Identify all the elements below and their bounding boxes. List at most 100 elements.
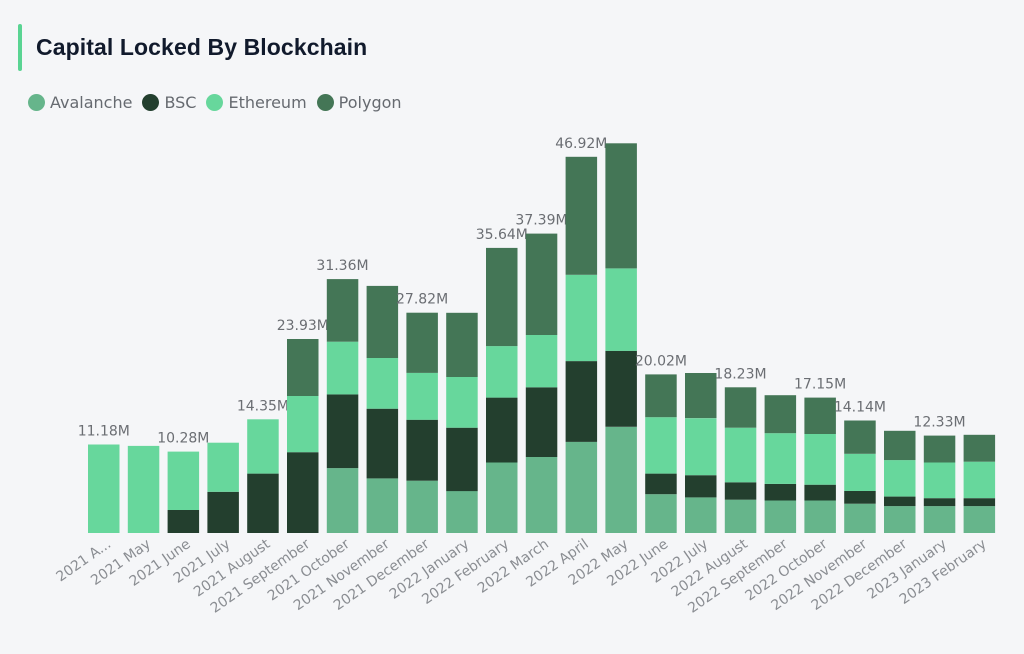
- bar-segment-ethereum[interactable]: [884, 460, 916, 497]
- bar-segment-bsc[interactable]: [844, 491, 876, 504]
- bar-segment-avalanche[interactable]: [366, 478, 399, 533]
- bar-segment-bsc[interactable]: [645, 473, 677, 495]
- legend-swatch-icon: [142, 94, 160, 111]
- bar-segment-polygon[interactable]: [923, 435, 956, 463]
- bar-segment-ethereum[interactable]: [844, 453, 876, 491]
- bar-segment-avalanche[interactable]: [645, 494, 677, 533]
- bar-segment-bsc[interactable]: [486, 397, 518, 463]
- bar-total-label: 12.33M: [913, 415, 965, 431]
- bar-segment-polygon[interactable]: [963, 434, 996, 462]
- legend-label: Polygon: [338, 93, 402, 112]
- bar-segment-bsc[interactable]: [207, 491, 239, 533]
- bar-segment-bsc[interactable]: [525, 387, 558, 457]
- bar-segment-bsc[interactable]: [804, 484, 836, 501]
- bar-total-label: 14.35M: [237, 398, 289, 414]
- bar-segment-avalanche[interactable]: [724, 499, 757, 533]
- bar-total-label: 14.14M: [834, 400, 886, 416]
- bar-segment-ethereum[interactable]: [88, 444, 120, 534]
- bar-segment-ethereum[interactable]: [605, 268, 637, 351]
- bar-total-label: 11.18M: [78, 424, 130, 440]
- bar-segment-avalanche[interactable]: [486, 462, 518, 534]
- bar-segment-avalanche[interactable]: [565, 441, 598, 533]
- bar-segment-bsc[interactable]: [287, 452, 319, 533]
- bar-segment-polygon[interactable]: [326, 279, 359, 342]
- bar-segment-ethereum[interactable]: [525, 335, 558, 388]
- legend-item-ethereum[interactable]: Ethereum: [206, 93, 307, 112]
- bar-segment-ethereum[interactable]: [167, 451, 200, 510]
- legend-label: Avalanche: [50, 93, 133, 112]
- bar-segment-bsc[interactable]: [247, 473, 279, 533]
- bar-segment-bsc[interactable]: [446, 427, 478, 492]
- bar-segment-polygon[interactable]: [605, 143, 637, 269]
- bar-segment-bsc[interactable]: [963, 498, 996, 507]
- bar-segment-polygon[interactable]: [645, 374, 677, 418]
- bar-segment-bsc[interactable]: [167, 510, 200, 533]
- bar-segment-ethereum[interactable]: [565, 274, 598, 362]
- bar-segment-ethereum[interactable]: [804, 434, 836, 485]
- bar-segment-ethereum[interactable]: [486, 346, 518, 398]
- bar-segment-bsc[interactable]: [406, 419, 438, 481]
- bar-segment-ethereum[interactable]: [247, 419, 279, 474]
- legend-label: Ethereum: [228, 93, 307, 112]
- bar-segment-polygon[interactable]: [486, 247, 518, 347]
- legend-label: BSC: [164, 93, 197, 112]
- bar-segment-bsc[interactable]: [724, 482, 757, 500]
- bar-segment-bsc[interactable]: [326, 394, 359, 469]
- bar-segment-polygon[interactable]: [406, 312, 438, 373]
- bar-segment-polygon[interactable]: [446, 312, 478, 377]
- bar-segment-bsc[interactable]: [884, 496, 916, 507]
- bar-segment-avalanche[interactable]: [685, 497, 717, 533]
- bar-segment-avalanche[interactable]: [923, 506, 956, 533]
- bar-segment-bsc[interactable]: [565, 361, 598, 442]
- bar-segment-ethereum[interactable]: [366, 358, 399, 409]
- bar-segment-polygon[interactable]: [804, 397, 836, 434]
- bar-segment-ethereum[interactable]: [127, 445, 160, 533]
- bar-segment-avalanche[interactable]: [804, 500, 836, 534]
- bar-segment-ethereum[interactable]: [724, 427, 757, 483]
- legend-item-avalanche[interactable]: Avalanche: [28, 93, 132, 112]
- bar-segment-avalanche[interactable]: [764, 500, 797, 534]
- bar-segment-polygon[interactable]: [764, 395, 797, 434]
- bar-segment-ethereum[interactable]: [685, 418, 717, 476]
- legend-swatch-icon: [206, 94, 224, 111]
- bar-segment-polygon[interactable]: [884, 430, 916, 461]
- bar-segment-ethereum[interactable]: [645, 417, 677, 474]
- bar-segment-bsc[interactable]: [366, 408, 399, 479]
- bar-segment-avalanche[interactable]: [844, 503, 876, 533]
- bar-segment-ethereum[interactable]: [207, 442, 239, 492]
- bar-segment-polygon[interactable]: [685, 373, 717, 419]
- bar-segment-polygon[interactable]: [844, 420, 876, 454]
- bar-total-label: 35.64M: [476, 227, 528, 243]
- bar-segment-polygon[interactable]: [525, 233, 558, 335]
- bar-segment-avalanche[interactable]: [326, 468, 359, 533]
- bar-segment-ethereum[interactable]: [446, 377, 478, 428]
- bar-segment-avalanche[interactable]: [525, 457, 558, 533]
- bar-segment-avalanche[interactable]: [963, 506, 996, 533]
- bar-segment-bsc[interactable]: [685, 475, 717, 498]
- bar-segment-ethereum[interactable]: [406, 372, 438, 420]
- bar-total-label: 37.39M: [515, 213, 567, 229]
- bar-segment-polygon[interactable]: [724, 387, 757, 428]
- bar-segment-polygon[interactable]: [565, 156, 598, 275]
- bar-segment-avalanche[interactable]: [446, 491, 478, 533]
- bar-total-label: 10.28M: [157, 431, 209, 447]
- legend-item-bsc[interactable]: BSC: [142, 93, 196, 112]
- bar-segment-bsc[interactable]: [605, 350, 637, 427]
- bar-segment-ethereum[interactable]: [963, 461, 996, 499]
- bar-total-label: 23.93M: [277, 318, 329, 334]
- bar-segment-bsc[interactable]: [764, 483, 797, 501]
- bar-segment-avalanche[interactable]: [605, 426, 637, 533]
- bar-segment-bsc[interactable]: [923, 498, 956, 507]
- legend-item-polygon[interactable]: Polygon: [316, 93, 402, 112]
- bar-segment-ethereum[interactable]: [287, 396, 319, 453]
- bar-segment-avalanche[interactable]: [884, 506, 916, 533]
- bar-segment-ethereum[interactable]: [923, 462, 956, 499]
- bar-segment-polygon[interactable]: [366, 285, 399, 358]
- bar-total-label: 18.23M: [714, 366, 766, 382]
- bar-segment-ethereum[interactable]: [764, 433, 797, 484]
- legend-swatch-icon: [316, 94, 334, 111]
- bar-segment-ethereum[interactable]: [326, 341, 359, 395]
- bar-segment-avalanche[interactable]: [406, 480, 438, 533]
- bar-segment-polygon[interactable]: [287, 339, 319, 396]
